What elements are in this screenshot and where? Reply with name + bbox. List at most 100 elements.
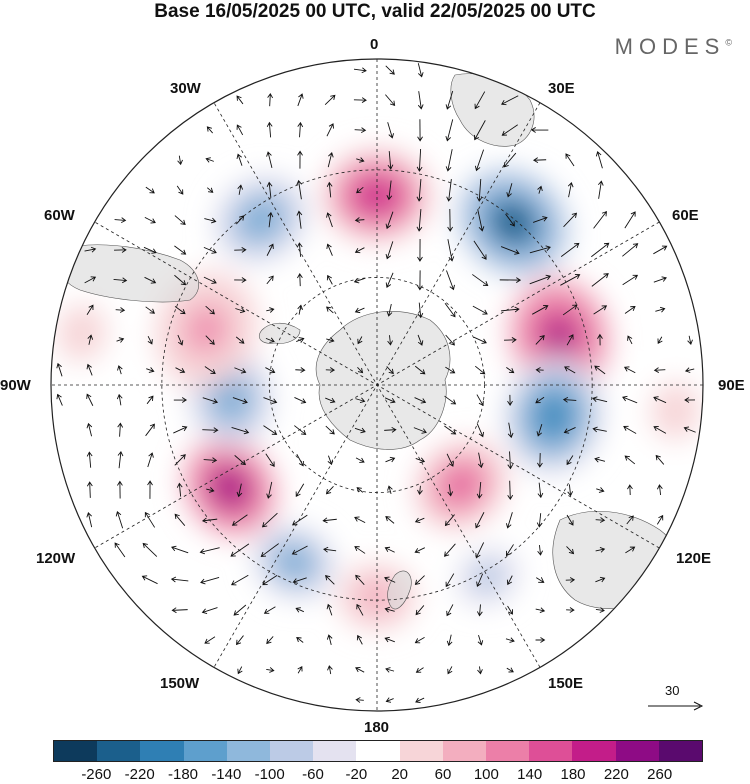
wind-arrow <box>326 337 335 343</box>
wind-arrow <box>353 97 367 103</box>
wind-arrow <box>297 273 303 287</box>
wind-arrow <box>203 246 217 254</box>
label-lon-180: 180 <box>364 719 390 736</box>
wind-arrow <box>297 665 303 674</box>
wind-arrow <box>683 426 696 433</box>
colorbar-segment <box>140 741 184 761</box>
label-lon-150e: 150E <box>548 675 584 692</box>
wind-arrow <box>565 577 576 583</box>
wind-arrow <box>202 397 219 404</box>
wind-arrow <box>414 517 425 524</box>
wind-arrow <box>563 427 576 434</box>
label-lon-60w: 60W <box>44 207 75 224</box>
colorbar-ticks: -260 -220 -180 -140 -100 -60 -20 20 60 100 140 180 2… <box>0 766 750 784</box>
wind-arrow <box>537 185 543 194</box>
wind-arrow <box>537 453 543 468</box>
wind-arrow <box>175 367 186 374</box>
wind-arrow <box>173 397 188 403</box>
wind-arrow <box>445 573 455 588</box>
wind-arrow <box>114 542 126 558</box>
wind-arrow <box>204 366 216 375</box>
wind-arrow <box>86 304 94 315</box>
wind-arrow <box>506 367 515 374</box>
wind-arrow <box>116 337 125 343</box>
wind-arrow <box>414 575 425 585</box>
wind-arrow <box>354 427 366 434</box>
wind-arrow <box>592 396 608 403</box>
wind-arrow <box>324 94 336 106</box>
wind-arrow <box>325 425 335 435</box>
wind-arrow <box>537 545 543 556</box>
wind-arrow <box>595 547 606 553</box>
wind-arrow <box>507 451 514 470</box>
wind-arrow <box>177 155 183 166</box>
wind-arrow <box>144 276 157 284</box>
wind-arrow <box>624 455 636 465</box>
wind-arrow <box>266 481 273 499</box>
colorbar <box>53 740 703 762</box>
graticule <box>51 59 703 711</box>
wind-arrow <box>266 181 273 198</box>
wind-arrow <box>143 246 157 254</box>
wind-arrow <box>416 148 423 172</box>
wind-arrow <box>567 181 574 198</box>
anomaly-blob-11 <box>249 208 273 231</box>
wind-arrow <box>445 90 454 110</box>
anomaly-blob-13 <box>667 401 685 421</box>
wind-arrow <box>622 274 639 286</box>
colorbar-tick-label: 260 <box>647 766 673 783</box>
wind-arrow <box>117 450 124 469</box>
wind-arrow <box>201 517 218 524</box>
label-lon-30e: 30E <box>548 80 575 97</box>
wind-arrow <box>326 634 333 645</box>
wind-arrow <box>591 273 609 287</box>
wind-arrow <box>446 453 454 467</box>
wind-arrow <box>113 277 128 284</box>
wind-arrow <box>145 186 155 194</box>
wind-arrow <box>622 395 638 404</box>
wind-arrow <box>626 515 634 525</box>
colorbar-segment <box>529 741 573 761</box>
wind-arrow <box>385 516 395 524</box>
colorbar-segment <box>615 741 659 761</box>
wind-arrow <box>475 512 485 529</box>
wind-arrow <box>232 397 248 404</box>
wind-arrow <box>501 95 519 106</box>
wind-arrow <box>384 397 396 404</box>
wind-arrow <box>115 510 124 529</box>
wind-arrow <box>296 242 303 257</box>
wind-arrow <box>206 126 213 134</box>
colorbar-tick-label: 100 <box>473 766 499 783</box>
colorbar-tick-label: -60 <box>302 766 324 783</box>
wind-arrow <box>171 545 189 554</box>
anomaly-blob-3 <box>541 401 567 431</box>
wind-arrow <box>416 209 423 232</box>
wind-arrow <box>236 483 243 498</box>
wind-arrow <box>205 305 215 315</box>
wind-arrow <box>560 273 581 286</box>
colorbar-tick-label: 20 <box>391 766 408 783</box>
wind-arrow <box>501 306 520 313</box>
label-lon-60e: 60E <box>672 207 699 224</box>
wind-arrow <box>505 512 513 529</box>
wind-arrow <box>445 149 453 172</box>
wind-arrow <box>117 480 123 499</box>
colorbar-segment <box>658 741 703 761</box>
colorbar-tick-label: 140 <box>517 766 543 783</box>
wind-arrow <box>114 247 127 253</box>
wind-arrow <box>387 335 393 346</box>
wind-arrow <box>354 247 365 254</box>
anomaly-blob-7 <box>284 552 305 572</box>
wind-arrow <box>385 697 394 703</box>
wind-arrow <box>445 119 454 142</box>
wind-arrow <box>415 457 426 463</box>
wind-arrow <box>530 127 549 133</box>
colorbar-segment <box>183 741 227 761</box>
wind-arrow <box>445 366 456 374</box>
wind-arrow <box>476 394 484 407</box>
wind-arrow <box>266 243 274 256</box>
colorbar-segment <box>572 741 616 761</box>
wind-arrow <box>593 210 607 229</box>
wind-arrow <box>145 306 156 314</box>
